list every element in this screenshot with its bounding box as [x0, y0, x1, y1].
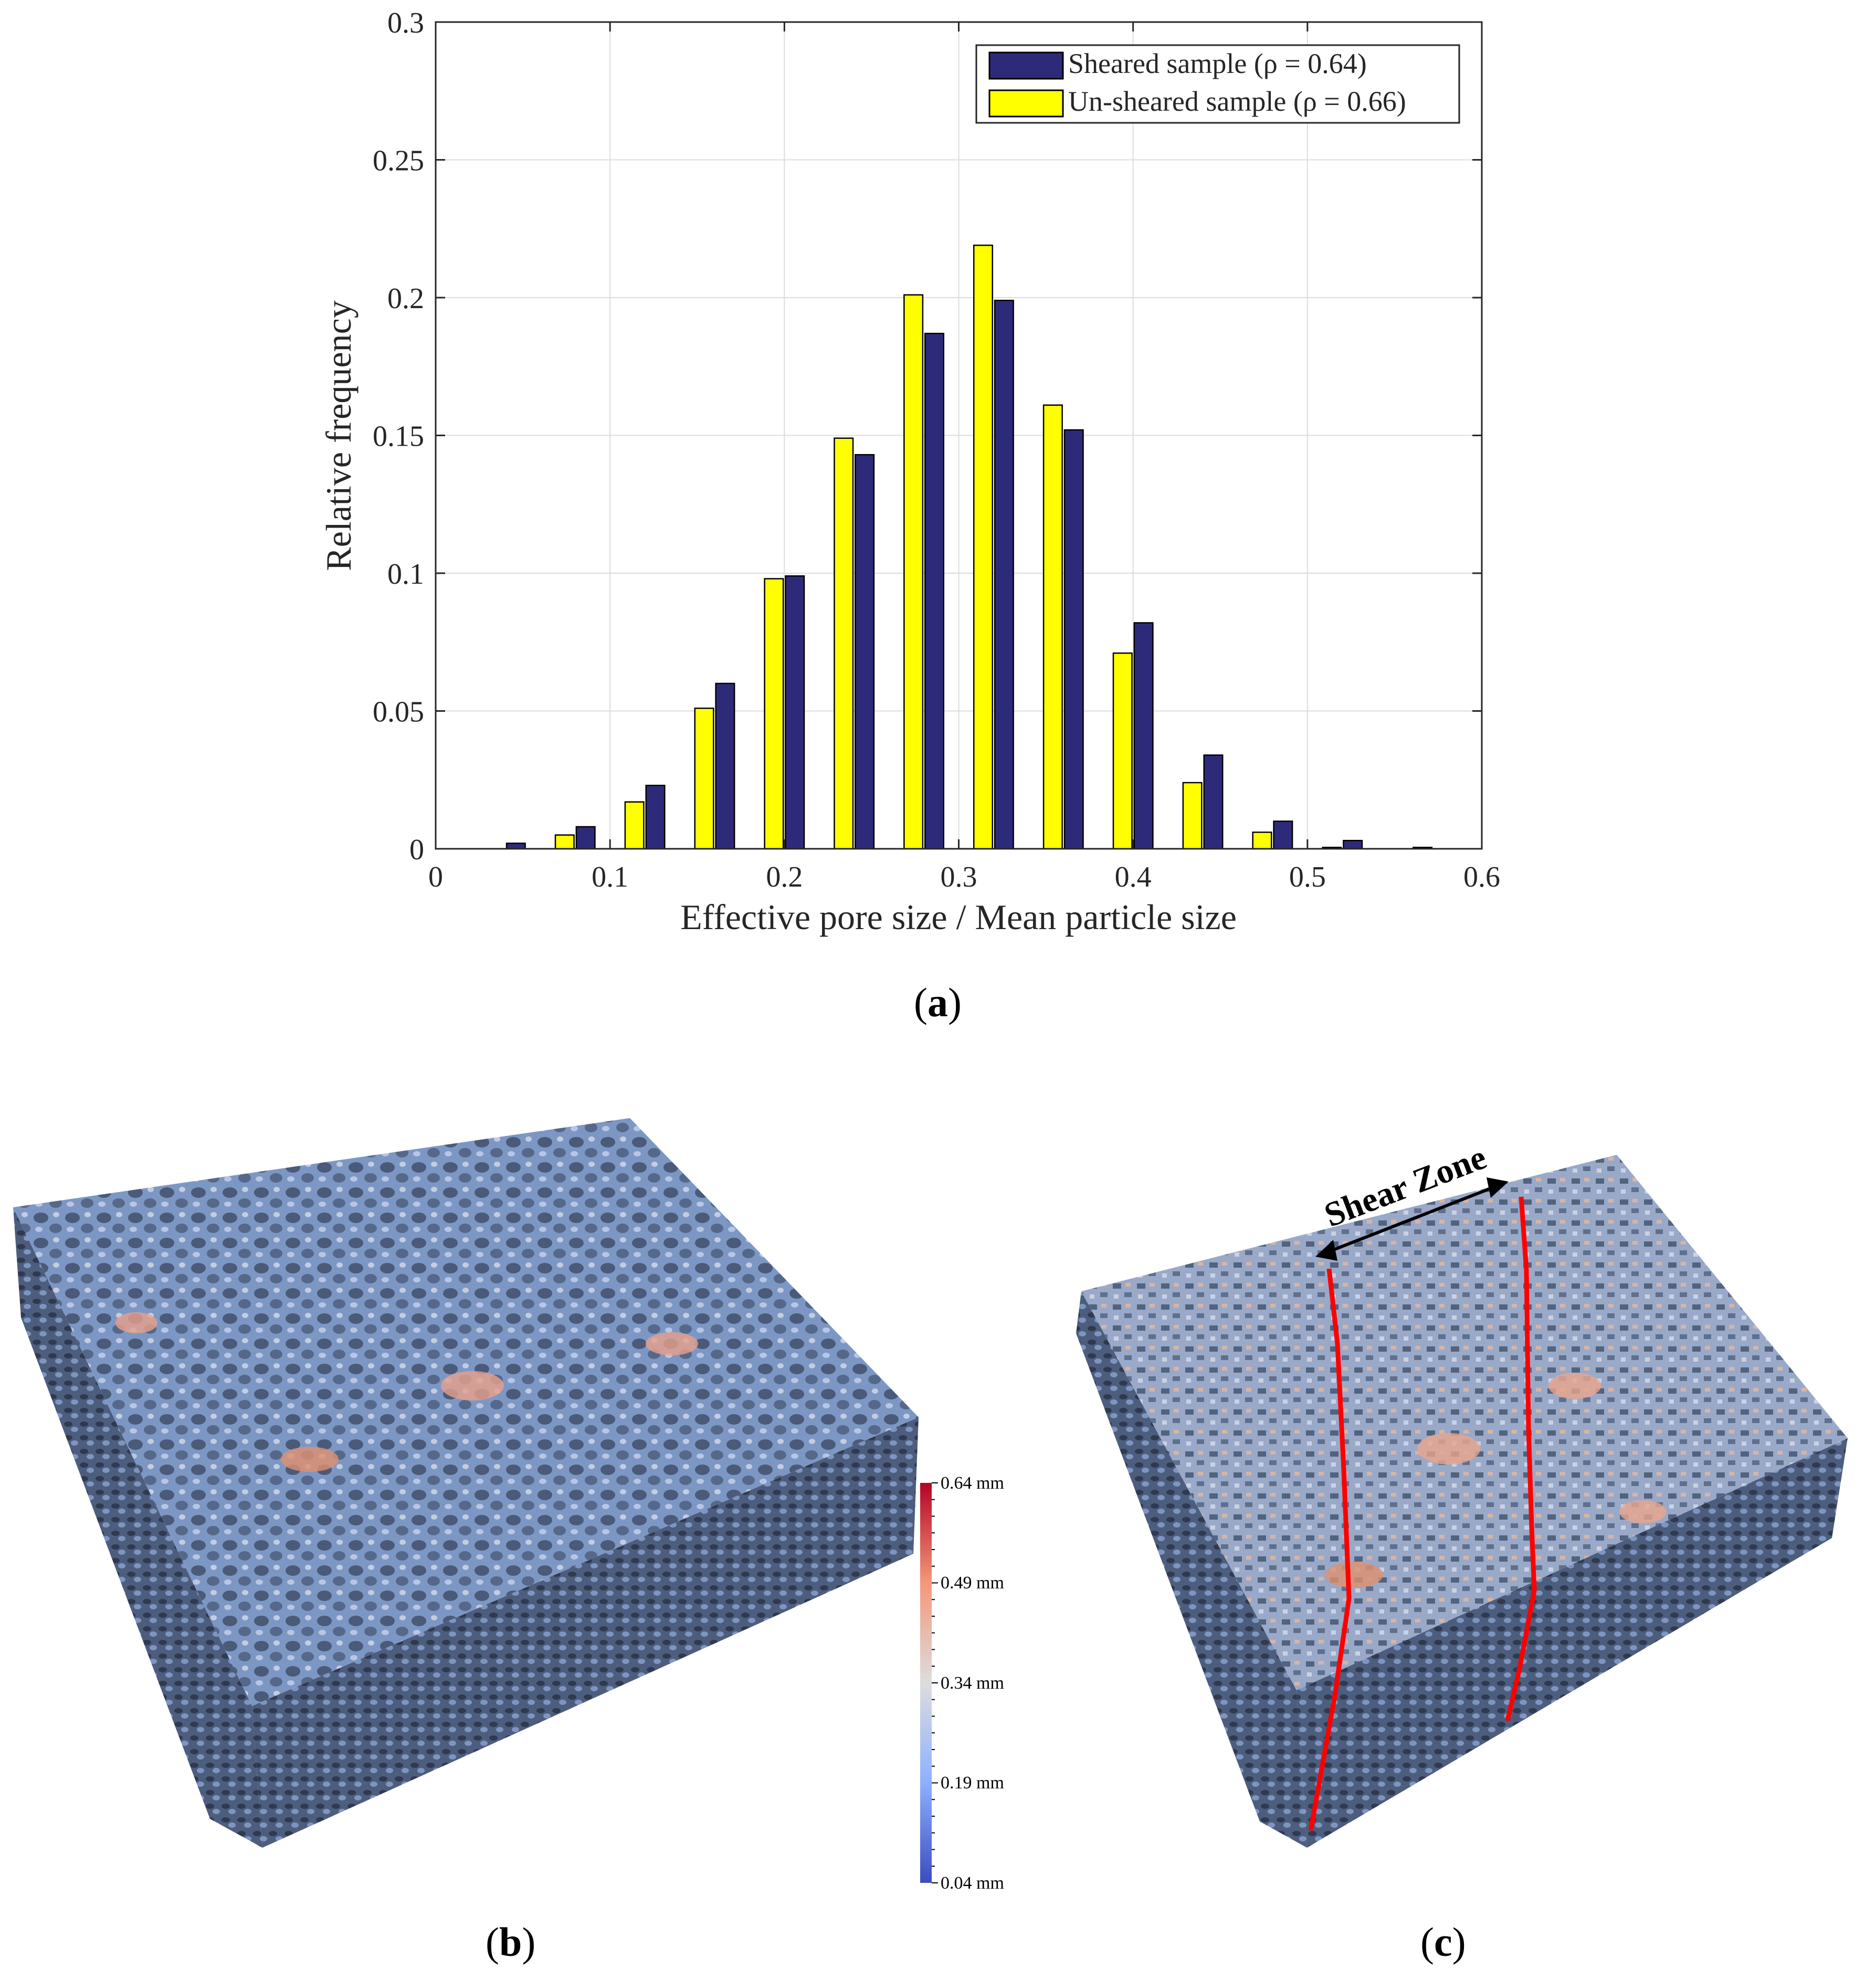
bar-sheared: [1133, 622, 1154, 850]
bar-sheared: [645, 785, 666, 850]
x-tick-label: 0.4: [1115, 861, 1152, 893]
bar-unsheared: [973, 245, 994, 850]
bar-sheared: [575, 826, 596, 850]
volume-b-highlight-3: [281, 1447, 339, 1472]
y-tick-label: 0.05: [373, 696, 424, 729]
bar-sheared: [715, 682, 735, 850]
legend-swatch-unsheared: [988, 89, 1064, 118]
colorbar: 0.64 mm 0.49 mm 0.34 mm 0.19 mm 0.04 mm: [920, 1473, 1004, 1893]
pore-volume-unsheared-render: [13, 1118, 919, 1848]
bar-sheared: [1203, 754, 1224, 850]
x-tick-label: 0.6: [1463, 861, 1500, 893]
volume-c-highlight-1: [1417, 1433, 1480, 1465]
legend: Sheared sample (ρ = 0.64) Un-sheared sam…: [975, 44, 1460, 124]
panel-label-c: (c): [1420, 1919, 1466, 1965]
bar-unsheared: [834, 437, 854, 850]
x-tick-label: 0: [428, 861, 443, 893]
colorbar-label-2: 0.34 mm: [941, 1673, 1004, 1693]
colorbar-label-0: 0.64 mm: [941, 1473, 1004, 1493]
y-tick-label: 0.1: [387, 558, 424, 591]
y-axis-label: Relative frequency: [319, 300, 359, 571]
x-tick-label: 0.5: [1289, 861, 1326, 893]
bar-sheared: [1343, 840, 1363, 850]
bar-sheared: [505, 842, 526, 850]
volume-b-highlight-2: [646, 1332, 698, 1355]
panel-label-c-letter: c: [1434, 1919, 1452, 1965]
bars: [505, 245, 1433, 850]
y-tick-label: 0.2: [387, 282, 424, 315]
colorbar-label-1: 0.49 mm: [941, 1573, 1004, 1593]
volume-b-top-face: [13, 1118, 919, 1706]
x-tick-label: 0.3: [941, 861, 977, 893]
legend-label-unsheared: Un-sheared sample (ρ = 0.66): [1068, 86, 1406, 117]
shear-zone-left-boundary: [1308, 1268, 1352, 1831]
bar-unsheared: [1252, 831, 1272, 850]
volume-c-highlight-4: [1619, 1500, 1667, 1523]
bar-sheared: [855, 454, 875, 850]
volume-c-highlight-2: [1548, 1373, 1601, 1399]
x-axis-label: Effective pore size / Mean particle size: [680, 897, 1237, 937]
colorbar-ramp: [920, 1483, 932, 1883]
bar-sheared: [994, 300, 1014, 850]
volume-b-highlight-1: [441, 1371, 504, 1400]
legend-label-sheared: Sheared sample (ρ = 0.64): [1068, 48, 1367, 79]
bar-unsheared: [903, 294, 924, 850]
bar-unsheared: [1112, 652, 1133, 850]
y-tick-labels: 0 0.05 0.1 0.15 0.2 0.25 0.3: [373, 7, 424, 866]
legend-swatch-sheared: [988, 51, 1064, 80]
volume-c-front-face: [1076, 1291, 1307, 1848]
bar-sheared: [924, 333, 945, 850]
volume-c-right-face: [1297, 1438, 1848, 1848]
bar-unsheared: [764, 578, 784, 850]
panel-label-b-letter: b: [499, 1919, 522, 1965]
y-tick-label: 0.3: [387, 7, 424, 39]
bar-sheared: [1273, 820, 1293, 850]
shear-zone-arrow: [1315, 1177, 1509, 1261]
colorbar-ticks: [932, 1482, 938, 1883]
x-tick-label: 0.2: [766, 861, 803, 893]
bar-unsheared: [694, 708, 714, 850]
gridlines: [436, 22, 1482, 849]
y-tick-label: 0: [409, 834, 424, 866]
panel-label-a: (a): [914, 979, 962, 1025]
panel-label-b: (b): [486, 1919, 536, 1965]
shear-zone-arrowhead-left: [1315, 1240, 1337, 1261]
ticks: [435, 21, 1483, 850]
bar-unsheared: [554, 834, 575, 850]
volume-c-top-face: [1081, 1155, 1848, 1690]
y-tick-label: 0.25: [373, 145, 424, 177]
x-tick-labels: 0 0.1 0.2 0.3 0.4 0.5 0.6: [428, 861, 1500, 893]
panel-label-a-letter: a: [927, 979, 948, 1025]
bar-sheared: [785, 575, 805, 850]
bar-sheared: [1063, 429, 1084, 850]
colorbar-label-3: 0.19 mm: [941, 1773, 1004, 1793]
pore-size-histogram: 0 0.1 0.2 0.3 0.4 0.5 0.6 00.050.10.150.20.250…: [319, 7, 1500, 937]
bar-unsheared: [1182, 782, 1203, 850]
shear-zone-right-boundary: [1505, 1196, 1537, 1722]
shear-zone-arrowhead-right: [1487, 1177, 1509, 1198]
bar-unsheared: [624, 801, 645, 850]
colorbar-label-4: 0.04 mm: [941, 1873, 1004, 1893]
volume-b-right-face: [252, 1417, 919, 1848]
volume-c-highlight-3: [1325, 1562, 1383, 1588]
pore-volume-sheared-render: Shear Zone: [1076, 1138, 1848, 1848]
volume-b-front-face: [13, 1207, 262, 1848]
y-tick-label: 0.15: [373, 420, 424, 453]
volume-b-highlight-4: [115, 1312, 157, 1333]
x-tick-label: 0.1: [592, 861, 628, 893]
bar-unsheared: [1042, 404, 1063, 850]
